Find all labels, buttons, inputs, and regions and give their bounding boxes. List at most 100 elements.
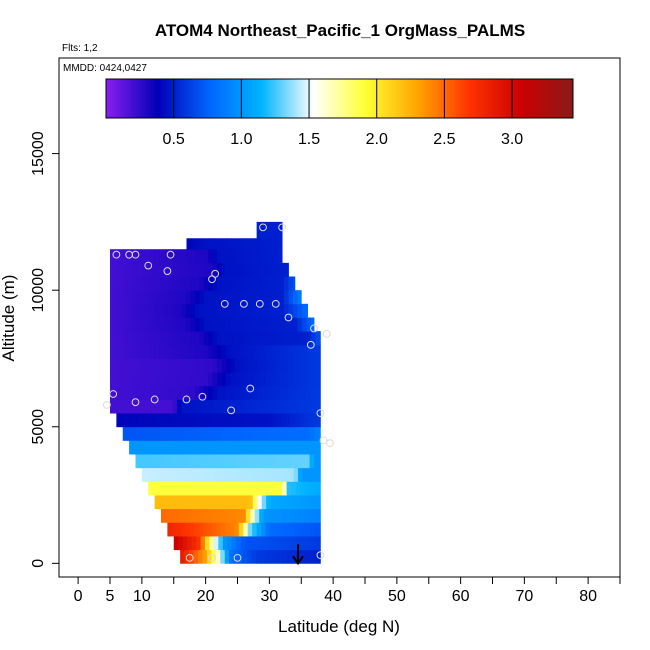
curtain-cell [194, 372, 200, 387]
curtain-cell [319, 495, 321, 510]
curtain-cell [141, 358, 147, 373]
curtain-cell [312, 536, 317, 551]
curtain-cell [208, 495, 214, 510]
curtain-cell [251, 454, 257, 469]
curtain-cell [123, 399, 129, 414]
curtain-cell [319, 426, 321, 441]
curtain-cell [180, 549, 185, 564]
sample-point [322, 329, 331, 338]
curtain-cell [319, 522, 321, 537]
curtain-cell [314, 522, 320, 537]
curtain-cell [212, 385, 218, 400]
chart-title: ATOM4 Northeast_Pacific_1 OrgMass_PALMS [155, 21, 525, 40]
curtain-cell [305, 426, 311, 441]
curtain-cell [275, 249, 280, 264]
curtain-cell [259, 481, 265, 496]
curtain-cell [212, 290, 218, 305]
curtain-cell [154, 358, 160, 373]
curtain-cell [265, 221, 271, 239]
curtain-cell [161, 413, 166, 428]
curtain-cell [199, 290, 205, 305]
curtain-cell [317, 413, 321, 428]
curtain-cell [262, 238, 268, 250]
curtain-cell [308, 481, 314, 496]
curtain-cell [226, 262, 231, 277]
curtain-cell [193, 549, 199, 564]
curtain-cell [287, 454, 293, 469]
curtain-cell [146, 440, 152, 455]
curtain-cell [203, 303, 209, 318]
curtain-cell [223, 508, 229, 523]
curtain-cell [208, 303, 214, 318]
curtain-cell [283, 522, 289, 537]
curtain-cell [168, 399, 173, 414]
curtain-cell [301, 385, 307, 400]
curtain-cell [201, 508, 207, 523]
curtain-cell [215, 454, 221, 469]
sample-point [198, 392, 207, 401]
curtain-cell [226, 303, 231, 318]
curtain-cell [314, 426, 320, 441]
curtain-cell [147, 413, 153, 428]
curtain-cell [118, 331, 124, 346]
curtain-cell [234, 399, 240, 414]
curtain-cell [275, 262, 280, 277]
curtain-cell [244, 238, 250, 250]
curtain-cell [261, 426, 266, 441]
curtain-cell [268, 413, 273, 428]
curtain-cell [164, 440, 170, 455]
curtain-cell [264, 481, 270, 496]
curtain-cell [253, 238, 259, 250]
curtain-cell [187, 536, 192, 551]
curtain-cell [176, 344, 182, 359]
curtain-cell [172, 331, 178, 346]
curtain-cell [168, 467, 174, 482]
curtain-cell [312, 440, 317, 455]
curtain-cell [136, 372, 142, 387]
curtain-cell [270, 358, 276, 373]
curtain-cell [209, 440, 215, 455]
curtain-cell [303, 508, 309, 523]
curtain-cell [248, 358, 254, 373]
curtain-cell [239, 399, 245, 414]
curtain-cell [145, 276, 151, 291]
curtain-cell [199, 262, 205, 277]
curtain-cell [114, 290, 120, 305]
curtain-cell [175, 454, 181, 469]
curtain-cell [208, 317, 214, 332]
curtain-cell [301, 399, 307, 414]
curtain-cell [226, 344, 231, 359]
curtain-cell [301, 358, 307, 373]
curtain-cell [172, 344, 178, 359]
curtain-cell [279, 303, 285, 318]
curtain-cell [184, 549, 190, 564]
curtain-cell [127, 276, 133, 291]
curtain-cell [193, 454, 199, 469]
curtain-cell [208, 385, 214, 400]
curtain-cell [186, 467, 192, 482]
curtain-cell [239, 276, 245, 291]
curtain-cell [260, 454, 266, 469]
curtain-cell [185, 303, 191, 318]
curtain-cell [315, 372, 321, 387]
curtain-cell [316, 440, 321, 455]
curtain-cell [153, 426, 159, 441]
curtain-cell [154, 344, 160, 359]
x-tick-label: 5 [106, 588, 115, 605]
curtain-cell [159, 249, 164, 264]
curtain-cell [243, 249, 249, 264]
curtain-cell [257, 303, 263, 318]
curtain-cell [257, 344, 263, 359]
curtain-cell [229, 454, 235, 469]
curtain-cell [190, 303, 196, 318]
sample-points [102, 223, 334, 562]
curtain-cell [271, 536, 277, 551]
curtain-cell [243, 495, 249, 510]
curtain-cell [154, 399, 160, 414]
curtain-cell [229, 426, 235, 441]
curtain-cell [212, 303, 218, 318]
curtain-cell [185, 358, 191, 373]
curtain-cell [230, 317, 236, 332]
curtain-cell [297, 331, 303, 346]
curtain-cell [212, 358, 218, 373]
